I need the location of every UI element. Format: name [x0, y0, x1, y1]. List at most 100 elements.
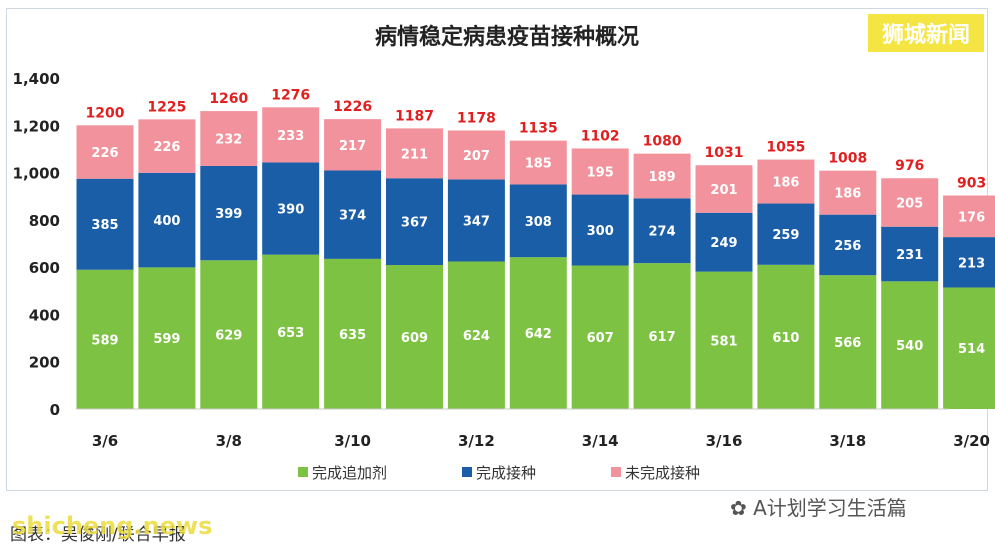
bar-group: 599 400 226 1225: [138, 99, 196, 409]
legend-item: 完成追加剂: [298, 464, 387, 482]
bars: 5893852261200599400226122562939923212606…: [76, 87, 995, 409]
bar-segment: [447, 130, 505, 180]
incomplete-value-label: 226: [91, 146, 118, 161]
completed-value-label: 399: [215, 207, 242, 222]
wechat-watermark: ✿ A计划学习生活篇: [730, 492, 980, 522]
legend-swatch: [298, 467, 308, 477]
incomplete-value-label: 185: [525, 157, 552, 172]
x-tick-label: 3/18: [829, 432, 866, 450]
booster-value-label: 610: [772, 331, 799, 346]
legend-swatch: [462, 467, 472, 477]
total-value-label: 1031: [705, 145, 744, 161]
bar-group: 610 259 186 1055: [757, 140, 815, 409]
booster-value-label: 642: [525, 327, 552, 342]
bar-group: 629 399 232 1260: [200, 91, 258, 409]
y-tick-label: 600: [29, 259, 60, 277]
bar-segment: [881, 178, 939, 227]
chart-title: 病情稳定病患疫苗接种概况: [375, 24, 639, 50]
total-value-label: 1178: [457, 110, 496, 126]
legend-item: 未完成接种: [611, 464, 700, 482]
bar-segment: [943, 287, 995, 409]
bar-segment: [757, 203, 815, 265]
completed-value-label: 274: [649, 225, 676, 240]
completed-value-label: 374: [339, 209, 366, 224]
brand-logo: 狮城新闻: [868, 14, 984, 52]
incomplete-value-label: 201: [710, 183, 737, 198]
bar-segment: [757, 159, 815, 204]
completed-value-label: 259: [772, 228, 799, 243]
bar-group: 581 249 201 1031: [695, 145, 753, 409]
total-value-label: 1187: [395, 108, 434, 124]
y-tick-label: 400: [29, 306, 60, 324]
legend: 完成追加剂 完成接种 未完成接种: [298, 464, 700, 482]
bar-segment: [819, 275, 877, 409]
brand-logo-background: [868, 14, 984, 52]
bar-segment: [386, 178, 443, 266]
completed-value-label: 400: [153, 214, 180, 229]
bar-group: 589 385 226 1200: [76, 105, 134, 409]
completed-value-label: 231: [896, 248, 923, 263]
bar-group: 609 367 211 1187: [386, 108, 443, 409]
bar-segment: [633, 198, 691, 264]
booster-value-label: 629: [215, 329, 242, 344]
bar-segment: [881, 226, 939, 282]
incomplete-value-label: 226: [153, 140, 180, 155]
x-tick-label: 3/16: [706, 432, 743, 450]
total-value-label: 1055: [766, 140, 805, 156]
total-value-label: 1008: [828, 151, 867, 167]
booster-value-label: 566: [834, 336, 861, 351]
y-axis: 0 200 400 600 800 1,000 1,200 1,400: [13, 70, 60, 419]
x-tick-label: 3/12: [458, 432, 495, 450]
bar-group: 653 390 233 1276: [262, 87, 320, 409]
bar-segment: [757, 264, 815, 409]
bar-segment: [324, 170, 382, 259]
bar-segment: [447, 261, 505, 409]
bar-segment: [571, 265, 629, 409]
source-credit: 图表：吴俊刚/联合早报: [10, 525, 186, 545]
total-value-label: 1225: [147, 99, 186, 115]
booster-value-label: 514: [958, 342, 985, 357]
booster-value-label: 617: [649, 330, 676, 345]
bar-segment: [633, 263, 691, 409]
completed-value-label: 347: [463, 214, 490, 229]
bar-group: 566 256 186 1008: [819, 151, 877, 409]
legend-item: 完成接种: [462, 464, 536, 482]
legend-label: 完成接种: [476, 464, 536, 482]
y-tick-label: 800: [29, 212, 60, 230]
site-watermark: shicheng.news: [12, 512, 213, 540]
x-tick-label: 3/14: [582, 432, 619, 450]
total-value-label: 1135: [519, 121, 558, 137]
bar-segment: [138, 267, 196, 409]
bar-group: 624 347 207 1178: [447, 110, 505, 409]
bar-segment: [76, 125, 134, 179]
completed-value-label: 300: [587, 224, 614, 239]
incomplete-value-label: 176: [958, 210, 985, 225]
bar-segment: [262, 162, 320, 255]
incomplete-value-label: 207: [463, 149, 490, 164]
bar-segment: [76, 178, 134, 270]
bar-segment: [695, 212, 753, 272]
x-tick-label: 3/20: [953, 432, 990, 450]
bar-segment: [447, 179, 505, 262]
completed-value-label: 249: [710, 236, 737, 251]
bar-segment: [509, 140, 567, 185]
completed-value-label: 390: [277, 203, 304, 218]
completed-value-label: 213: [958, 256, 985, 271]
bar-group: 635 374 217 1226: [324, 99, 382, 409]
total-value-label: 1260: [209, 91, 248, 107]
completed-value-label: 308: [525, 215, 552, 230]
bar-segment: [138, 119, 196, 173]
booster-value-label: 540: [896, 339, 923, 354]
y-tick-label: 0: [50, 401, 60, 419]
bar-segment: [200, 111, 258, 166]
bar-segment: [509, 257, 567, 409]
total-value-label: 903: [957, 176, 986, 192]
completed-value-label: 256: [834, 239, 861, 254]
y-tick-label: 1,200: [13, 117, 60, 135]
total-value-label: 1102: [581, 128, 620, 144]
wechat-watermark-text: A计划学习生活篇: [753, 496, 907, 520]
booster-value-label: 635: [339, 328, 366, 343]
incomplete-value-label: 189: [649, 170, 676, 185]
incomplete-value-label: 233: [277, 129, 304, 144]
bar-segment: [509, 184, 567, 258]
